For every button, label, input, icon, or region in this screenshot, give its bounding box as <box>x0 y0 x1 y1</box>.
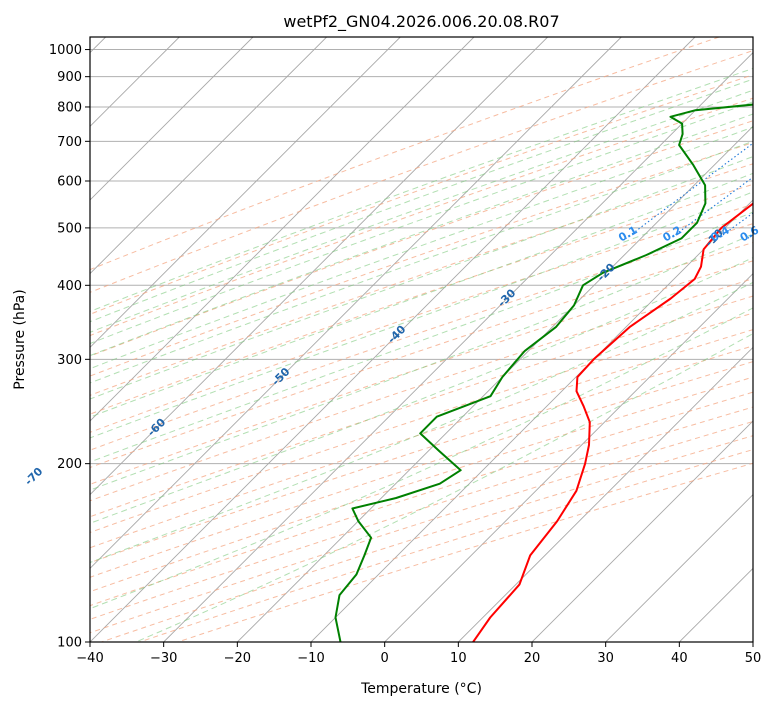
x-tick-label: 0 <box>381 651 389 666</box>
isotherm <box>90 37 696 642</box>
isotherm <box>458 346 753 642</box>
x-tick-label: 20 <box>524 651 541 666</box>
isotherm <box>310 199 753 642</box>
isotherm <box>90 37 401 348</box>
y-tick-label: 1000 <box>49 43 82 58</box>
y-tick-label: 500 <box>57 221 82 236</box>
x-tick-label: 50 <box>745 651 762 666</box>
x-tick-label: −20 <box>224 651 251 666</box>
background-lines <box>90 37 753 642</box>
dry-adiabat <box>90 163 753 396</box>
x-tick-label: 10 <box>450 651 467 666</box>
moist-adiabat <box>90 211 753 463</box>
x-tick-label: −10 <box>297 651 324 666</box>
moist-adiabat <box>90 78 753 323</box>
y-tick-label: 400 <box>57 279 82 294</box>
y-tick-label: 800 <box>57 100 82 115</box>
isotherm <box>752 641 753 642</box>
dry-adiabat <box>90 329 753 549</box>
moist-adiabat <box>90 126 753 370</box>
moist-adiabat <box>90 156 753 400</box>
y-tick-label: 100 <box>57 636 82 651</box>
mixing-ratio-line <box>747 233 753 239</box>
dry-adiabat <box>177 462 753 642</box>
dry-adiabat <box>90 97 753 337</box>
mixing-ratio-label: 0.6 <box>738 223 762 244</box>
isotherm <box>163 52 753 642</box>
y-tick-label: 300 <box>57 353 82 368</box>
isotherm <box>90 37 548 496</box>
moist-adiabat <box>90 101 753 345</box>
mixing-ratio-label: 0.4 <box>708 223 732 244</box>
dry-adiabat <box>90 295 753 518</box>
plot-frame <box>89 36 754 643</box>
isotherm <box>531 420 753 642</box>
axes: −40 −30 −20 −10 0 10 20 30 40 50 1000 900 800 700 600 5… <box>49 43 761 666</box>
moist-adiabat <box>90 257 753 524</box>
dry-adiabat <box>90 312 753 533</box>
isotherm <box>679 567 753 642</box>
mixing-ratio-label: 0.1 <box>616 223 639 244</box>
temperature-line <box>472 202 753 642</box>
isotherm <box>605 494 753 642</box>
isotherm <box>90 37 327 275</box>
isotherm-label: -40 <box>385 323 408 346</box>
isotherm <box>90 37 475 422</box>
dry-adiabat <box>90 142 753 377</box>
isotherm <box>384 273 753 642</box>
dry-adiabat <box>90 391 753 607</box>
isotherm-label: -60 <box>145 415 168 438</box>
dry-adiabat <box>90 223 753 451</box>
dry-adiabat <box>101 435 753 642</box>
isotherm <box>90 37 254 201</box>
dry-adiabat <box>90 420 753 634</box>
dry-adiabat <box>90 74 753 315</box>
x-axis-label: Temperature (°C) <box>360 681 482 697</box>
y-tick-label: 900 <box>57 70 82 85</box>
dewpoint-line <box>334 103 753 642</box>
isotherm <box>90 37 622 569</box>
chart-title: wetPf2_GN04.2026.006.20.08.R07 <box>283 12 559 32</box>
isotherm-label: -50 <box>269 365 292 388</box>
moist-adiabat <box>90 113 753 357</box>
y-axis-label: Pressure (hPa) <box>12 289 28 389</box>
dry-adiabat <box>90 361 753 578</box>
dry-adiabat <box>90 241 753 469</box>
moist-adiabat <box>90 233 753 491</box>
isotherm <box>237 125 753 642</box>
dry-adiabat <box>90 37 720 271</box>
moist-adiabat <box>90 281 753 564</box>
isotherm-label: -70 <box>22 465 45 488</box>
dry-adiabat <box>90 50 753 293</box>
x-tick-label: 40 <box>671 651 688 666</box>
isotherm-label: -20 <box>595 261 618 284</box>
moist-adiabat <box>90 89 753 333</box>
y-tick-label: 200 <box>57 457 82 472</box>
y-tick-label: 700 <box>57 135 82 150</box>
profile-lines <box>334 103 753 642</box>
moist-adiabat <box>135 333 753 642</box>
isotherm-label: -30 <box>495 286 518 309</box>
x-tick-label: 30 <box>597 651 614 666</box>
x-tick-label: −40 <box>76 651 103 666</box>
y-tick-label: 600 <box>57 174 82 189</box>
x-tick-label: −30 <box>150 651 177 666</box>
